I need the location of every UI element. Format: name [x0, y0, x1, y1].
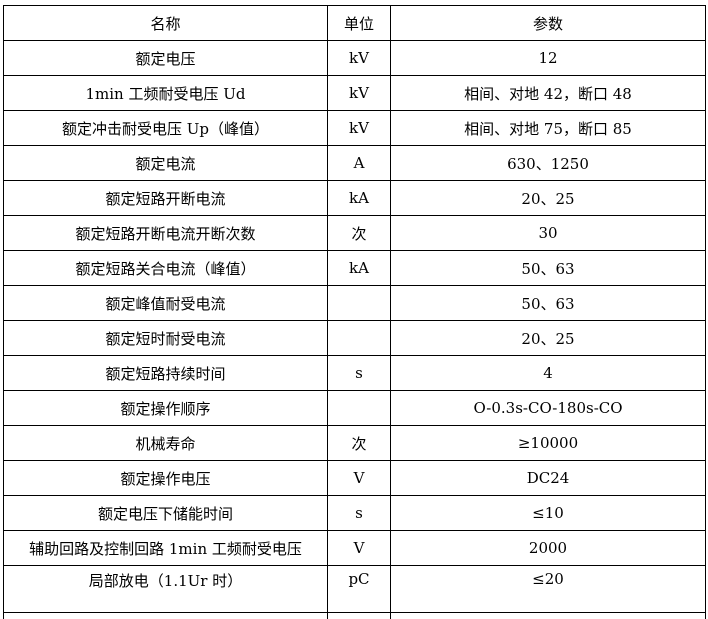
- cell-name: 辅助回路及控制回路 1min 工频耐受电压: [4, 531, 328, 566]
- cell-name: 局部放电（1.1Ur 时）: [4, 566, 328, 613]
- empty-cell: [391, 613, 706, 619]
- cell-name: 额定冲击耐受电压 Up（峰值）: [4, 111, 328, 146]
- cell-param: 相间、对地 75，断口 85: [391, 111, 706, 146]
- cell-unit: [328, 391, 391, 426]
- cell-unit: s: [328, 356, 391, 391]
- header-param: 参数: [391, 6, 706, 41]
- cell-unit: A: [328, 146, 391, 181]
- cell-name: 额定电压下储能时间: [4, 496, 328, 531]
- cell-param: DC24: [391, 461, 706, 496]
- cell-name: 额定短路关合电流（峰值）: [4, 251, 328, 286]
- cell-param: 2000: [391, 531, 706, 566]
- cell-name: 额定短路开断电流开断次数: [4, 216, 328, 251]
- cell-name: 额定操作电压: [4, 461, 328, 496]
- cell-param: ≤10: [391, 496, 706, 531]
- cell-param: 相间、对地 42，断口 48: [391, 76, 706, 111]
- header-unit: 单位: [328, 6, 391, 41]
- cell-param: 630、1250: [391, 146, 706, 181]
- empty-cell: [4, 613, 328, 619]
- table-row: 机械寿命次≥10000: [4, 426, 706, 461]
- cell-name: 机械寿命: [4, 426, 328, 461]
- table-row: 局部放电（1.1Ur 时）pC≤20: [4, 566, 706, 613]
- cell-unit: V: [328, 461, 391, 496]
- cell-unit: kA: [328, 251, 391, 286]
- cell-param: 20、25: [391, 181, 706, 216]
- cell-name: 额定短时耐受电流: [4, 321, 328, 356]
- cell-name: 额定短路开断电流: [4, 181, 328, 216]
- table-row: 额定短时耐受电流 20、25: [4, 321, 706, 356]
- table-row: 额定操作顺序 O-0.3s-CO-180s-CO: [4, 391, 706, 426]
- cell-unit: kV: [328, 111, 391, 146]
- table-header-row: 名称 单位 参数: [4, 6, 706, 41]
- cell-param: 20、25: [391, 321, 706, 356]
- cell-param: 30: [391, 216, 706, 251]
- cell-name: 额定操作顺序: [4, 391, 328, 426]
- empty-cell: [328, 613, 391, 619]
- cell-unit: 次: [328, 216, 391, 251]
- header-name: 名称: [4, 6, 328, 41]
- cell-param: 12: [391, 41, 706, 76]
- cell-unit: kV: [328, 76, 391, 111]
- cell-unit: 次: [328, 426, 391, 461]
- cell-name: 额定电压: [4, 41, 328, 76]
- cell-unit: s: [328, 496, 391, 531]
- cell-param: ≥10000: [391, 426, 706, 461]
- cell-unit: [328, 321, 391, 356]
- cell-name: 额定峰值耐受电流: [4, 286, 328, 321]
- cell-name: 额定短路持续时间: [4, 356, 328, 391]
- cell-unit: pC: [328, 566, 391, 613]
- cell-name: 额定电流: [4, 146, 328, 181]
- cell-param: 50、63: [391, 251, 706, 286]
- cell-param: 50、63: [391, 286, 706, 321]
- cell-unit: kA: [328, 181, 391, 216]
- cell-unit: [328, 286, 391, 321]
- cell-name: 1min 工频耐受电压 Ud: [4, 76, 328, 111]
- cell-unit: kV: [328, 41, 391, 76]
- cell-param: 4: [391, 356, 706, 391]
- cell-unit: V: [328, 531, 391, 566]
- cell-param: ≤20: [391, 566, 706, 613]
- table-row: 额定峰值耐受电流 50、63: [4, 286, 706, 321]
- cell-param: O-0.3s-CO-180s-CO: [391, 391, 706, 426]
- table-continuation-row: [4, 613, 706, 619]
